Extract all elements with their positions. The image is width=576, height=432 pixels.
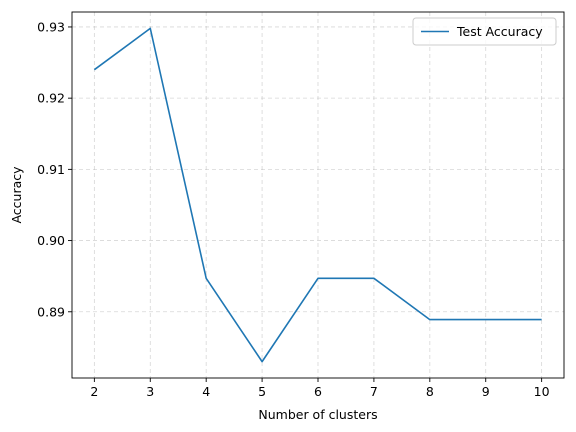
x-tick-label: 3 <box>146 384 154 399</box>
y-axis-label: Accuracy <box>9 166 24 224</box>
x-axis-label: Number of clusters <box>258 407 377 422</box>
series-layer <box>93 27 542 363</box>
x-tick-label: 2 <box>90 384 98 399</box>
data-point <box>317 277 319 279</box>
x-tick-label: 10 <box>534 384 550 399</box>
y-tick-label: 0.92 <box>37 91 65 106</box>
grid-lines <box>72 12 564 378</box>
x-tick-label: 6 <box>314 384 322 399</box>
x-tick-label: 7 <box>370 384 378 399</box>
data-point <box>93 68 95 70</box>
x-tick-label: 8 <box>426 384 434 399</box>
legend-entry-test-accuracy: Test Accuracy <box>456 24 543 39</box>
y-tick-label: 0.90 <box>37 233 65 248</box>
legend: Test Accuracy <box>412 17 557 46</box>
data-point <box>205 277 207 279</box>
x-tick-label: 4 <box>202 384 210 399</box>
y-tick-label: 0.89 <box>37 304 65 319</box>
data-point <box>261 360 263 362</box>
series-line-test-accuracy <box>93 27 542 363</box>
x-tick-label: 5 <box>258 384 266 399</box>
data-point <box>149 27 151 29</box>
legend-box <box>412 17 557 46</box>
y-tick-label: 0.91 <box>37 162 65 177</box>
y-tick-label: 0.93 <box>37 19 65 34</box>
data-point <box>540 318 542 320</box>
data-point <box>373 277 375 279</box>
axis-ticks: 2 3 4 5 6 7 8 9 10 0.89 0.90 0.91 0.92 0.93 <box>37 19 549 399</box>
data-point <box>429 318 431 320</box>
x-tick-label: 9 <box>482 384 490 399</box>
data-point <box>485 318 487 320</box>
